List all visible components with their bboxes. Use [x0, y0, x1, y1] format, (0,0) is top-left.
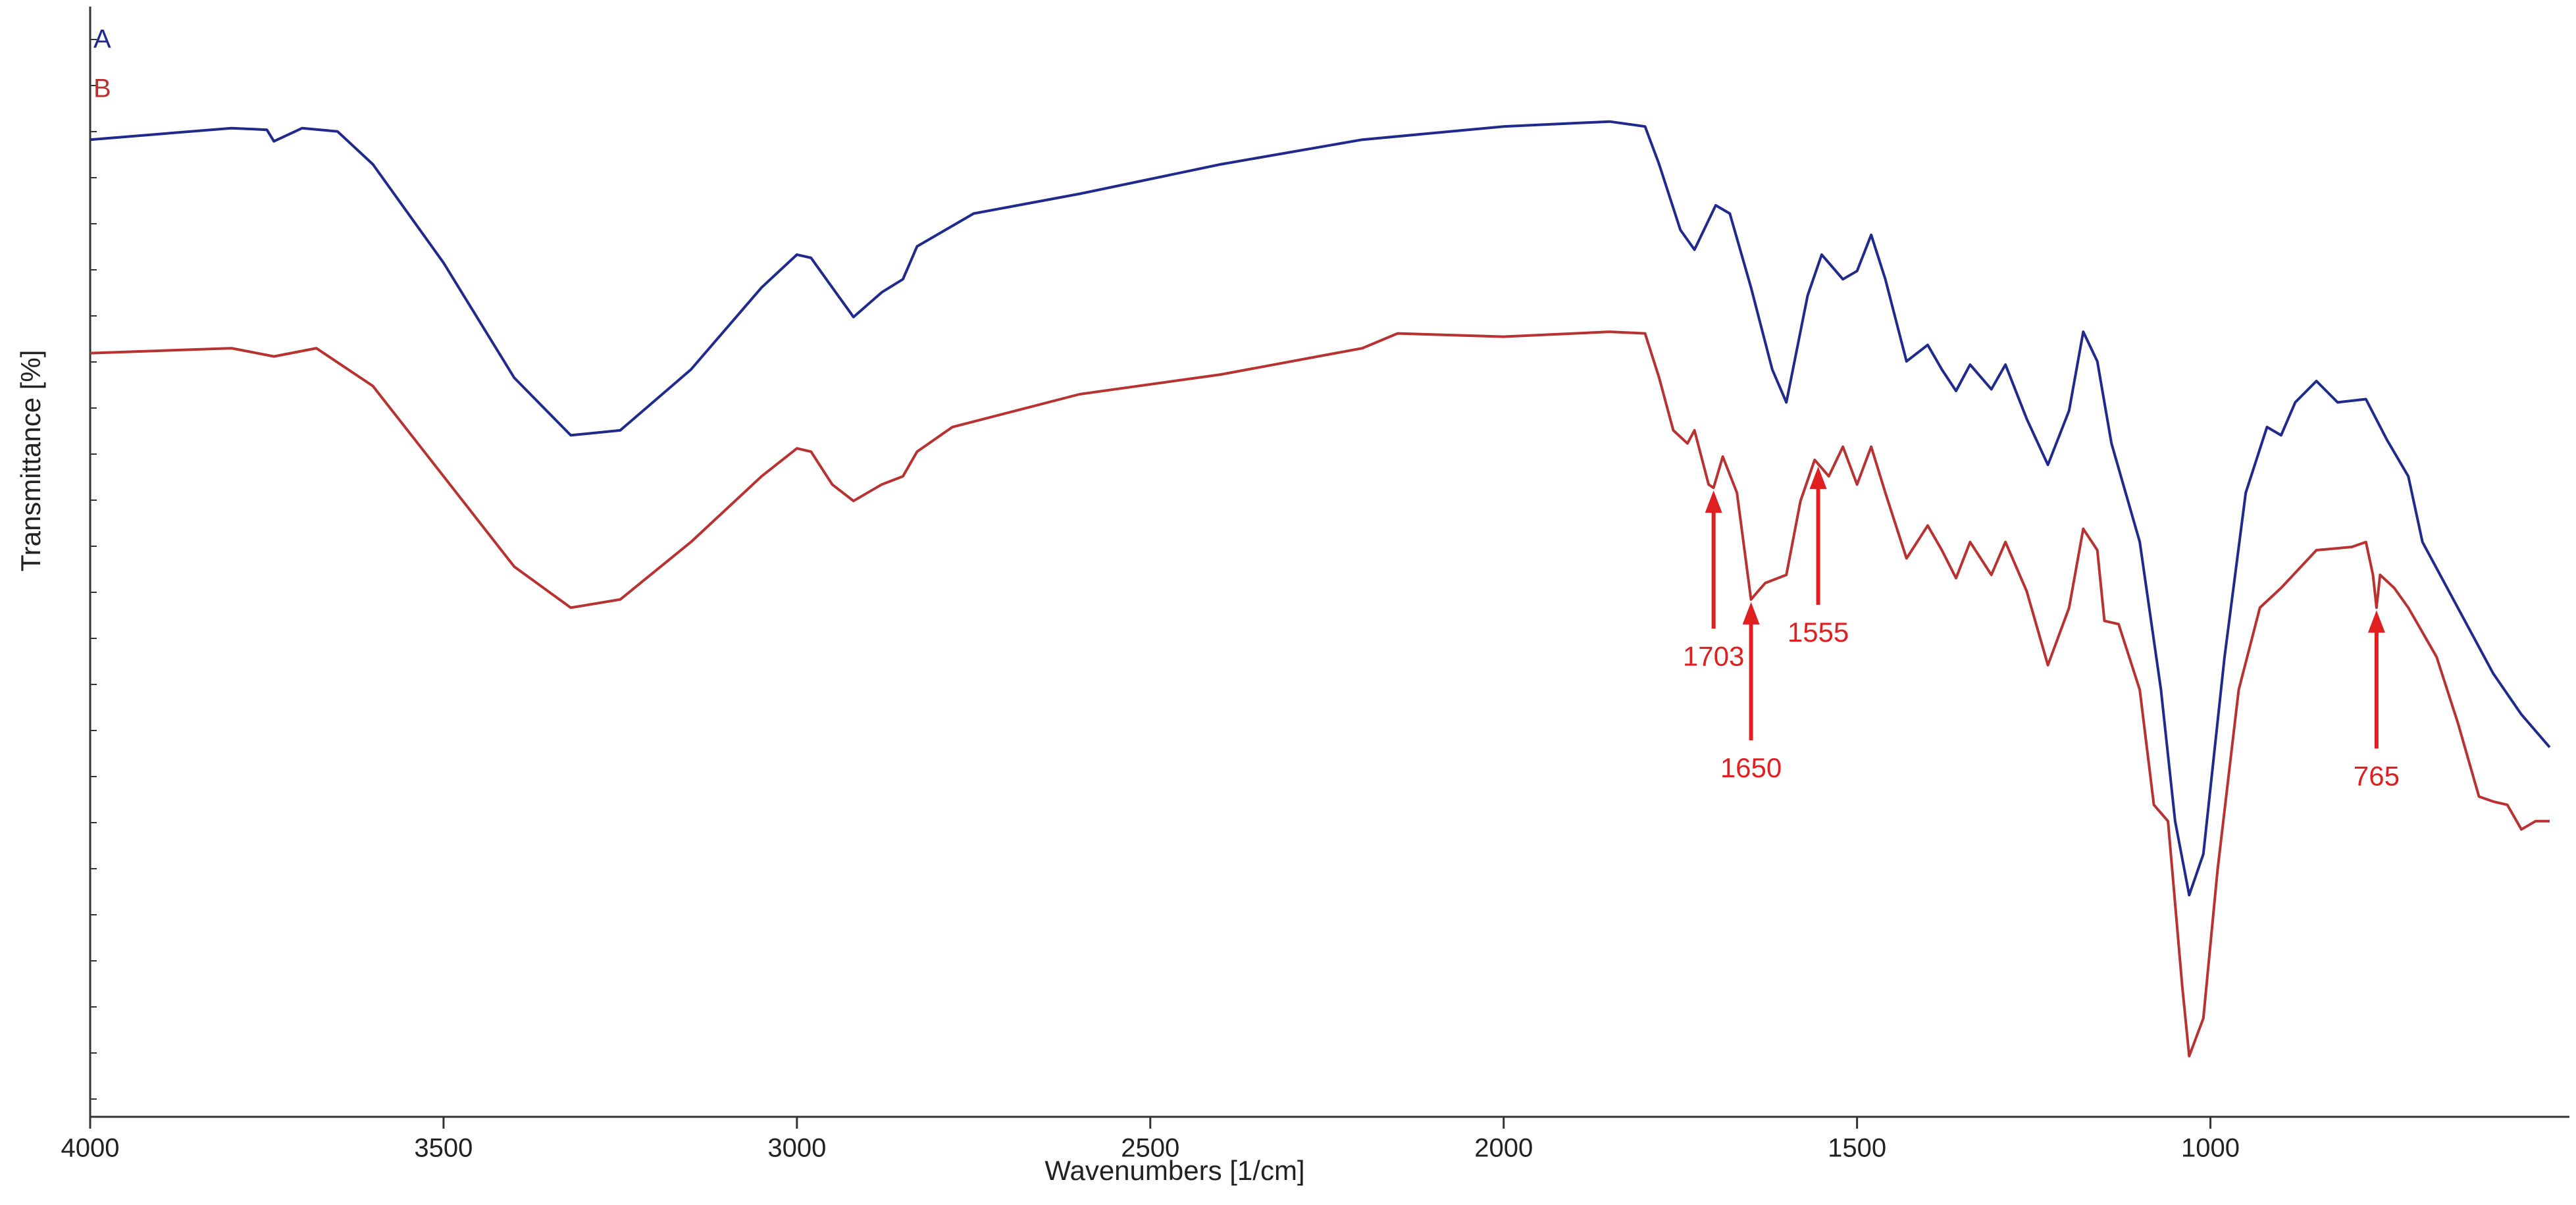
x-tick-label: 3500 — [414, 1134, 473, 1163]
legend-label: B — [93, 74, 111, 103]
legend-label: A — [93, 25, 111, 54]
series-line — [90, 330, 2550, 1058]
annotation-arrowhead — [1705, 490, 1722, 513]
annotation-arrowhead — [1809, 467, 1827, 490]
annotation-arrowhead — [2367, 610, 2385, 633]
x-tick-label: 1500 — [1828, 1134, 1886, 1163]
annotation-label: 765 — [2354, 760, 2400, 791]
annotation-label: 1703 — [1683, 640, 1744, 671]
annotation-label: 1650 — [1720, 752, 1782, 783]
x-tick-label: 3000 — [767, 1134, 826, 1163]
y-axis-label: Transmittance [%] — [15, 350, 46, 572]
annotation-label: 1555 — [1788, 617, 1849, 648]
annotation-arrowhead — [1742, 602, 1760, 625]
x-axis-label: Wavenumbers [1/cm] — [1044, 1155, 1304, 1186]
x-tick-label: 4000 — [61, 1134, 120, 1163]
x-tick-label: 1000 — [2181, 1134, 2240, 1163]
x-tick-label: 2000 — [1474, 1134, 1533, 1163]
x-tick-label: 2500 — [1121, 1134, 1179, 1163]
series-line — [90, 120, 2551, 897]
